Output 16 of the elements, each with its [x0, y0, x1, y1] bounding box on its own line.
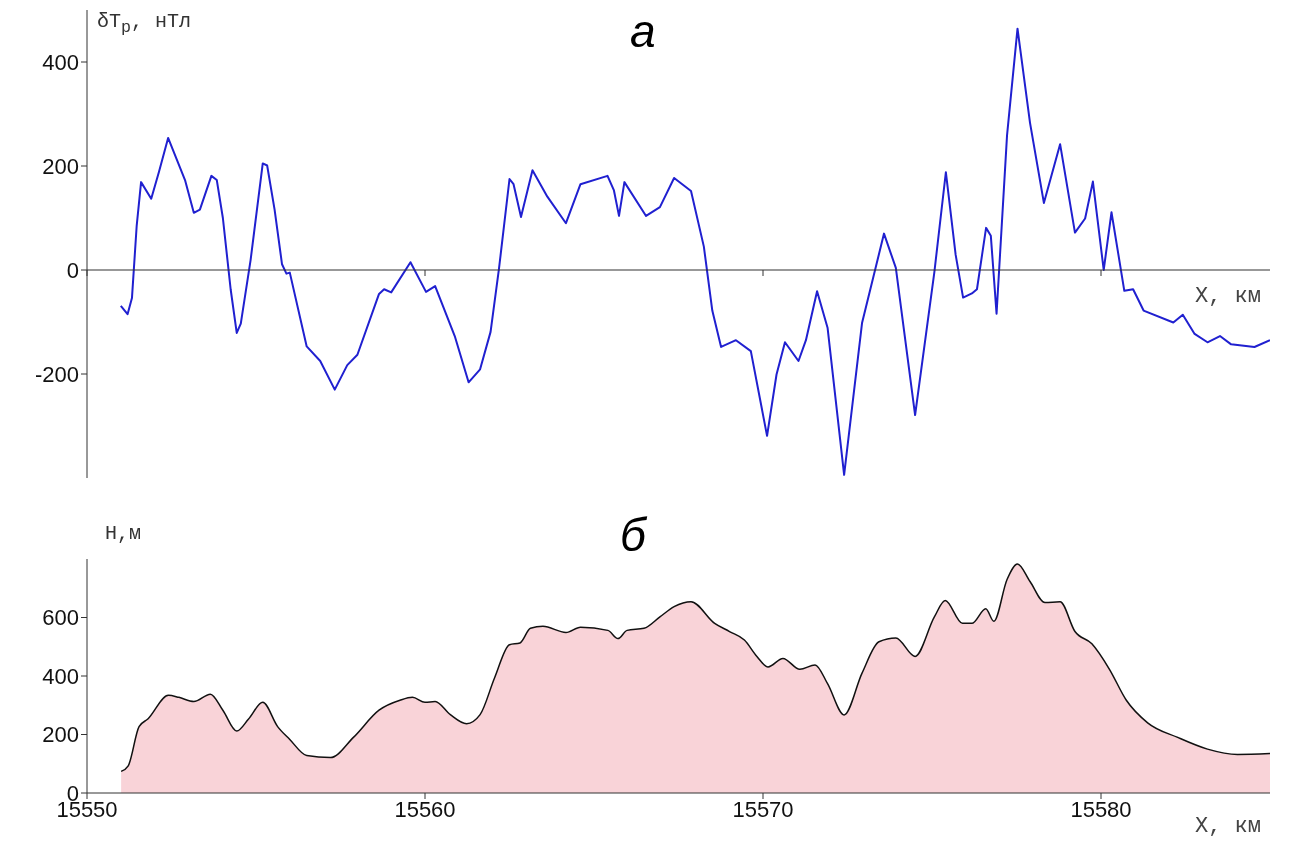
- y-tick-label: -200: [34, 361, 79, 387]
- y-tick-label: 200: [42, 153, 79, 179]
- y-tick-label: 600: [42, 605, 79, 631]
- x-tick-label: 15560: [394, 796, 456, 822]
- y-axis-title: δT$_{р}$, нТл: [97, 10, 192, 37]
- y-axis-title: Н,м: [105, 522, 142, 545]
- chart-title: а: [630, 4, 656, 58]
- y-tick-label: 400: [42, 663, 79, 689]
- y-tick-label: 200: [42, 722, 79, 748]
- y-tick-label: 400: [42, 49, 79, 75]
- chart-title: б: [620, 508, 646, 562]
- y-tick-label: 0: [66, 257, 79, 283]
- x-tick-label: 15580: [1070, 796, 1132, 822]
- x-axis-title: X, км: [1195, 814, 1262, 839]
- x-axis-title: X, км: [1195, 284, 1262, 309]
- x-tick-label: 15570: [732, 796, 794, 822]
